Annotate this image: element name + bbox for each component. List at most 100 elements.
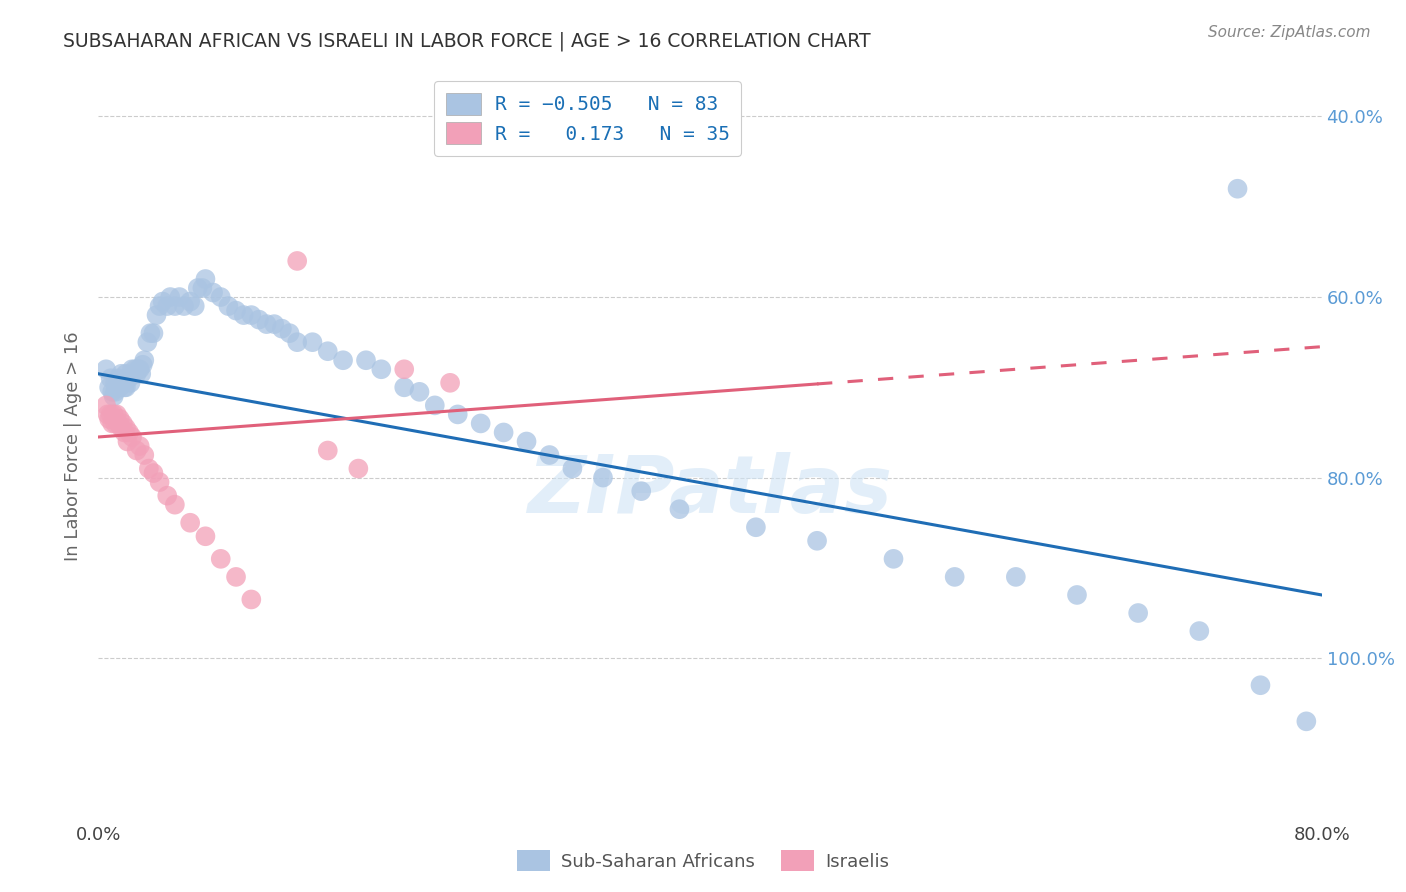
Point <box>392 362 416 376</box>
Point <box>104 417 127 431</box>
Point <box>124 362 146 376</box>
Point <box>125 443 148 458</box>
Point <box>301 335 323 350</box>
Point <box>115 367 138 381</box>
Point <box>668 502 690 516</box>
Point <box>115 380 138 394</box>
Point <box>118 425 141 440</box>
Point <box>285 254 308 268</box>
Point <box>104 376 127 390</box>
Point <box>97 408 120 422</box>
Legend: Sub-Saharan Africans, Israelis: Sub-Saharan Africans, Israelis <box>510 843 896 879</box>
Point <box>156 299 179 313</box>
Point <box>127 362 149 376</box>
Point <box>492 425 515 440</box>
Point <box>107 417 129 431</box>
Point <box>163 299 186 313</box>
Point <box>169 290 191 304</box>
Point <box>240 308 263 322</box>
Point <box>943 570 966 584</box>
Point <box>105 380 128 394</box>
Point <box>103 389 125 403</box>
Point <box>163 498 186 512</box>
Point <box>110 421 132 435</box>
Point <box>121 430 143 444</box>
Point <box>191 281 214 295</box>
Point <box>263 317 285 331</box>
Point <box>516 434 538 449</box>
Point <box>270 321 292 335</box>
Point <box>107 371 129 385</box>
Point <box>115 421 138 435</box>
Point <box>104 384 127 399</box>
Point <box>138 461 160 475</box>
Point <box>316 443 339 458</box>
Point <box>630 484 652 499</box>
Point <box>561 461 583 475</box>
Point <box>184 299 207 313</box>
Point <box>439 376 461 390</box>
Point <box>128 362 150 376</box>
Point <box>98 380 121 394</box>
Point <box>122 367 145 381</box>
Point <box>1004 570 1026 584</box>
Point <box>285 335 308 350</box>
Point <box>470 417 492 431</box>
Point <box>225 570 247 584</box>
Point <box>145 308 167 322</box>
Point <box>108 380 131 394</box>
Point <box>105 408 128 422</box>
Point <box>121 362 143 376</box>
Point <box>278 326 301 340</box>
Point <box>179 516 201 530</box>
Point <box>156 489 179 503</box>
Point <box>134 448 156 462</box>
Point <box>347 461 370 475</box>
Point <box>117 434 139 449</box>
Point <box>117 371 139 385</box>
Point <box>152 294 174 309</box>
Point <box>179 294 201 309</box>
Point <box>111 417 134 431</box>
Point <box>173 299 195 313</box>
Point <box>136 335 159 350</box>
Point <box>103 408 125 422</box>
Point <box>354 353 377 368</box>
Text: Source: ZipAtlas.com: Source: ZipAtlas.com <box>1208 25 1371 40</box>
Point <box>202 285 225 300</box>
Point <box>142 466 165 480</box>
Point <box>806 533 828 548</box>
Point <box>139 326 162 340</box>
Point <box>194 529 217 543</box>
Point <box>209 290 232 304</box>
Point <box>120 376 142 390</box>
Legend: R = −0.505   N = 83, R =   0.173   N = 35: R = −0.505 N = 83, R = 0.173 N = 35 <box>434 81 741 156</box>
Point <box>423 398 446 412</box>
Point <box>149 299 172 313</box>
Point <box>247 312 270 326</box>
Point <box>108 412 131 426</box>
Point <box>447 408 470 422</box>
Point <box>240 592 263 607</box>
Point <box>132 358 155 372</box>
Point <box>100 371 122 385</box>
Point <box>111 376 134 390</box>
Point <box>392 380 416 394</box>
Text: SUBSAHARAN AFRICAN VS ISRAELI IN LABOR FORCE | AGE > 16 CORRELATION CHART: SUBSAHARAN AFRICAN VS ISRAELI IN LABOR F… <box>63 31 870 51</box>
Point <box>112 425 135 440</box>
Point <box>98 412 121 426</box>
Point <box>745 520 768 534</box>
Point <box>1226 182 1249 196</box>
Point <box>94 398 117 412</box>
Point <box>129 367 152 381</box>
Point <box>316 344 339 359</box>
Point <box>256 317 278 331</box>
Point <box>101 384 124 399</box>
Point <box>187 281 209 295</box>
Point <box>538 448 561 462</box>
Point <box>142 326 165 340</box>
Point <box>94 362 117 376</box>
Text: ZIPatlas: ZIPatlas <box>527 452 893 530</box>
Point <box>592 470 614 484</box>
Point <box>1295 714 1317 729</box>
